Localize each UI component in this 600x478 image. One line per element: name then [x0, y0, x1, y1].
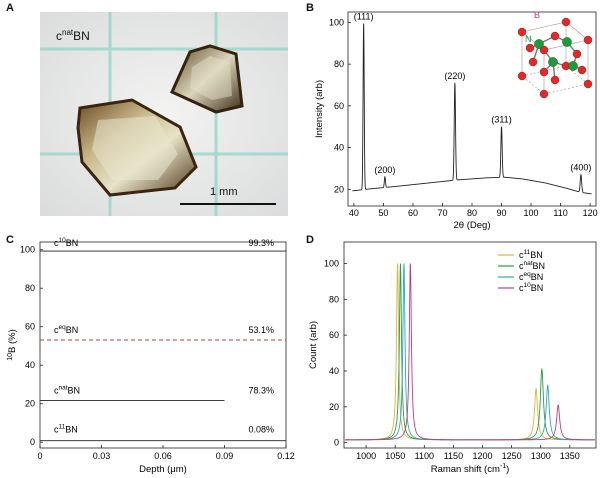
nitrogen-atom: [534, 39, 544, 49]
y-axis-label: Intensity (arb): [314, 80, 325, 138]
x-tick-label: 0.03: [93, 451, 111, 461]
nitrogen-atom: [568, 61, 578, 71]
x-tick-label: 1100: [415, 451, 434, 461]
x-tick-label: 110: [553, 208, 567, 218]
x-tick-label: 0.06: [154, 451, 172, 461]
y-tick-label: 80: [329, 294, 339, 304]
plot-frame: [343, 241, 597, 449]
y-tick-label: 60: [329, 330, 339, 340]
y-tick-label: 0: [334, 438, 339, 448]
boron-atom: [539, 89, 549, 99]
boron-atom: [550, 31, 560, 41]
x-tick-label: 0: [37, 451, 42, 461]
x-tick-label: 80: [467, 208, 477, 218]
x-axis-label: Raman shift (cm-1): [431, 463, 510, 475]
boron-atom: [550, 75, 560, 85]
y-axis-label: Count (arb): [308, 321, 319, 369]
peak-label: (200): [374, 165, 395, 175]
y-tick-label: 20: [25, 399, 35, 409]
y-tick-label: 100: [329, 17, 344, 27]
boron-label: B: [534, 10, 540, 20]
panel-b-letter: B: [306, 2, 314, 14]
x-tick-label: 1000: [356, 451, 376, 461]
x-tick-label: 1350: [560, 451, 580, 461]
boron-atom: [572, 49, 582, 59]
y-tick-label: 60: [334, 101, 344, 111]
legend-label: ceqBN: [519, 271, 543, 282]
x-tick-label: 0.09: [216, 451, 234, 461]
series-label: c11BN: [54, 424, 78, 435]
x-tick-label: 50: [378, 208, 388, 218]
x-tick-label: 1300: [531, 451, 551, 461]
boron-atom: [583, 35, 593, 45]
boron-atom: [525, 43, 535, 53]
sample-label: cnatBN: [56, 28, 90, 43]
boron-atom: [577, 65, 587, 75]
x-tick-label: 1050: [385, 451, 405, 461]
xrd-chart: 40 50 60 70 80 90 100 110 120 20 40 60 80 100 2θ (Deg)…: [314, 10, 598, 231]
y-tick-label: 0: [30, 437, 35, 447]
x-tick-label: 0.12: [277, 451, 295, 461]
nitrogen-label: N: [525, 34, 532, 44]
boron-atom: [517, 27, 527, 37]
nitrogen-atom: [562, 37, 572, 47]
xrd-line: [352, 23, 592, 195]
boron-atom: [561, 17, 571, 27]
peak-label: (111): [354, 11, 374, 21]
raman-series-line: [345, 263, 595, 441]
x-tick-label: 40: [349, 208, 359, 218]
series-label: c10BN: [54, 237, 78, 248]
y-tick-label: 20: [334, 184, 344, 194]
crystal-photo: [40, 12, 288, 216]
boron-atom: [528, 57, 538, 67]
series-value: 53.1%: [248, 325, 274, 335]
legend-label: c10BN: [519, 282, 543, 293]
y-tick-label: 40: [334, 143, 344, 153]
panel-a-letter: A: [6, 2, 14, 14]
y-tick-label: 20: [329, 402, 339, 412]
boron-atom: [539, 45, 549, 55]
x-tick-label: 1150: [444, 451, 463, 461]
boron-atom: [517, 71, 527, 81]
x-tick-label: 70: [437, 208, 447, 218]
y-tick-label: 60: [25, 322, 35, 332]
x-tick-label: 1200: [472, 451, 492, 461]
peak-label: (220): [444, 71, 465, 81]
y-tick-label: 100: [324, 258, 339, 268]
peak-label: (400): [570, 163, 591, 173]
legend-label: cnatBN: [519, 260, 545, 271]
x-tick-label: 90: [497, 208, 507, 218]
series-value: 78.3%: [248, 385, 274, 395]
panel-c-letter: C: [6, 234, 14, 246]
nitrogen-atom: [548, 57, 558, 67]
crystal-structure-inset: [517, 17, 593, 99]
series-label: cnatBN: [54, 384, 80, 395]
x-tick-label: 60: [408, 208, 418, 218]
boron-atom: [539, 67, 549, 77]
y-tick-label: 100: [20, 245, 35, 255]
y-axis-label: 10B (%): [7, 329, 18, 361]
legend-label: c11BN: [519, 249, 543, 260]
x-tick-label: 1250: [502, 451, 522, 461]
raman-chart: 1000 1050 1100 1150 1200 1250 1300 1350 0 20 40 60 8…: [308, 241, 597, 475]
x-tick-label: 120: [583, 208, 598, 218]
series-value: 99.3%: [248, 238, 274, 248]
scale-bar-label: 1 mm: [210, 186, 238, 198]
depth-profile-chart: 0 0.03 0.06 0.09 0.12 0 20 40 60 80 100 Depth (μm) 1…: [7, 237, 295, 475]
y-tick-label: 40: [329, 366, 339, 376]
boron-atom: [583, 79, 593, 89]
y-tick-label: 40: [25, 360, 35, 370]
plot-frame: [39, 241, 287, 449]
y-tick-label: 80: [334, 59, 344, 69]
series-label: ceqBN: [54, 324, 78, 335]
panel-d-letter: D: [306, 234, 314, 246]
peak-label: (311): [491, 115, 511, 125]
x-axis-label: Depth (μm): [139, 464, 187, 475]
series-value: 0.08%: [248, 425, 274, 435]
x-axis-label: 2θ (Deg): [454, 220, 491, 231]
x-tick-label: 100: [524, 208, 539, 218]
y-tick-label: 80: [25, 283, 35, 293]
